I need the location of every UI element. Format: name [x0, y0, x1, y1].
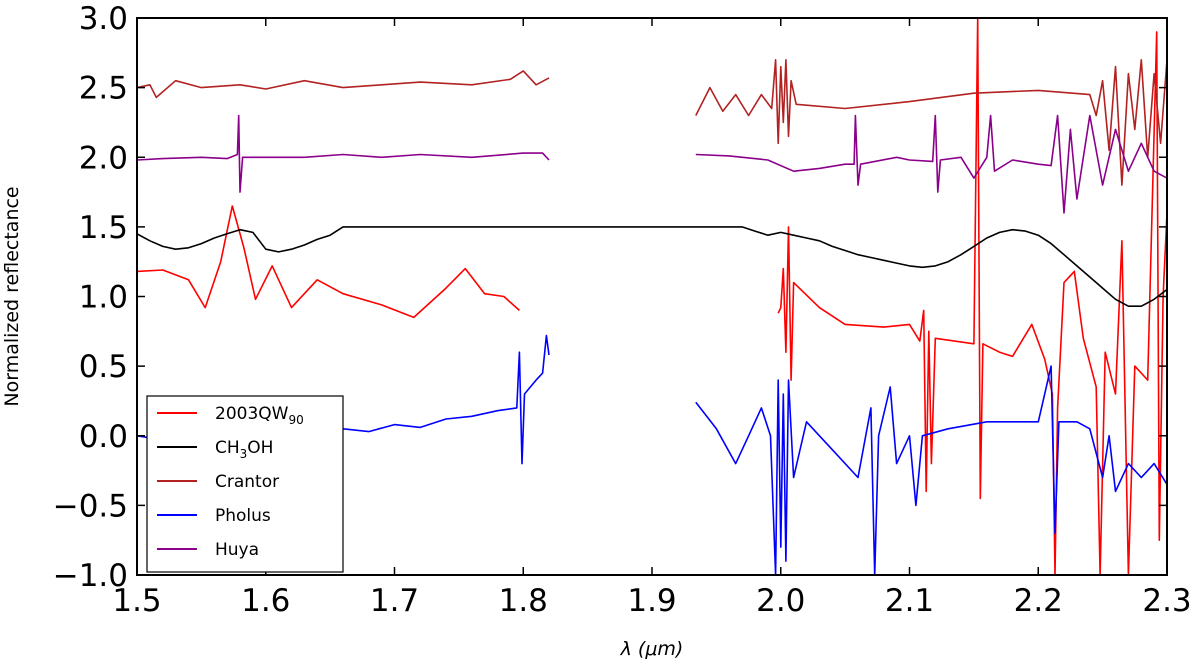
x-tick-label: 2.0: [756, 583, 805, 619]
x-tick-label: 2.2: [1014, 583, 1063, 619]
y-tick-label: 2.0: [79, 140, 128, 176]
y-tick-label: 0.5: [79, 349, 128, 385]
axis-ticks: 1.5 1.6 1.7 1.8 1.9 2.0 2.1 2.2 2.3 −1.0 −0.5 0.0 0.…: [53, 1, 1192, 619]
y-tick-label: 2.5: [79, 71, 128, 107]
x-axis-label: λ (μm): [620, 638, 684, 660]
x-tick-label: 1.9: [627, 583, 676, 619]
legend-label-ch3oh: CH3OH: [215, 438, 273, 461]
y-tick-label: 0.0: [79, 419, 128, 455]
x-tick-label: 1.6: [241, 583, 290, 619]
series-line-crantor-segment-2: [695, 59, 1167, 186]
y-tick-label: −0.5: [53, 488, 128, 524]
series-line-2003qw90-segment-2: [777, 18, 1167, 575]
y-tick-label: −1.0: [53, 558, 128, 594]
legend-box: [146, 395, 344, 573]
series-line-pholus-segment-2: [695, 365, 1167, 575]
series-line-2003qw90-segment-1: [137, 205, 520, 319]
legend-label-2003qw90: 2003QW90: [215, 404, 304, 427]
x-tick-label: 1.7: [370, 583, 419, 619]
series-line-ch3oh-segment-1: [137, 226, 1167, 307]
legend-label-pholus: Pholus: [215, 506, 271, 526]
y-tick-label: 3.0: [79, 1, 128, 37]
series-line-huya-segment-2: [695, 114, 1167, 214]
x-tick-label: 1.8: [499, 583, 548, 619]
legend-label-crantor: Crantor: [215, 472, 279, 492]
series-line-crantor-segment-1: [137, 70, 550, 99]
x-tick-label: 2.1: [885, 583, 934, 619]
y-axis-label: Normalized reflectance: [1, 186, 23, 406]
x-tick-label: 2.3: [1142, 583, 1191, 619]
y-tick-label: 1.5: [79, 210, 128, 246]
series-line-huya-segment-1: [137, 114, 550, 193]
x-tick-label: 1.5: [112, 583, 161, 619]
y-tick-label: 1.0: [79, 280, 128, 316]
legend: 2003QW90 CH3OH Crantor Pholus Huya: [146, 395, 344, 573]
legend-label-huya: Huya: [215, 540, 259, 560]
